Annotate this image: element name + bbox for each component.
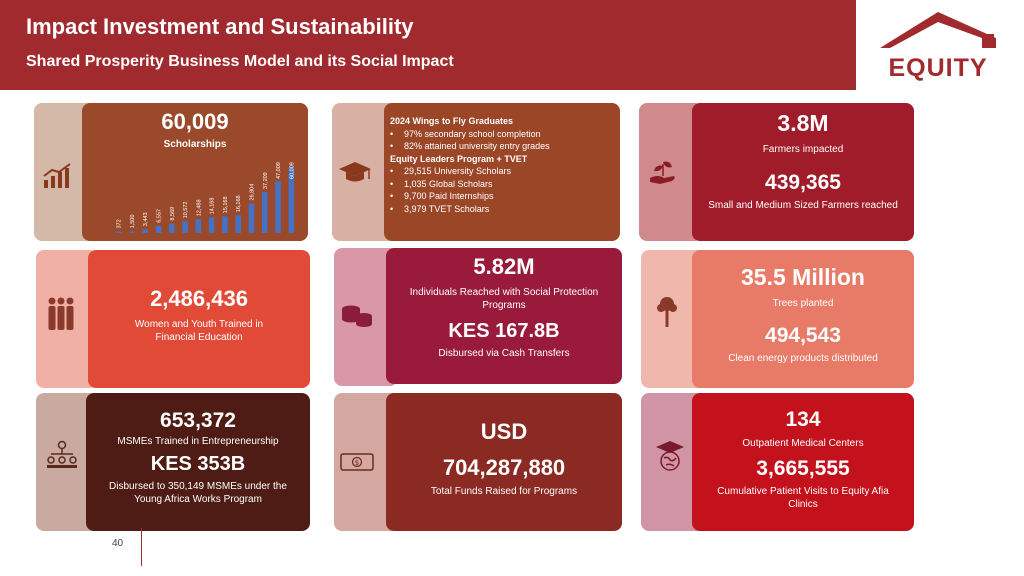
- network-people-icon: [46, 440, 78, 475]
- scholarship-bar-label: 15,168: [223, 196, 229, 213]
- scholarship-bar: [288, 167, 295, 233]
- scholarship-bar-label: 16,168: [236, 195, 242, 212]
- scholarships-label: Scholarships: [163, 139, 227, 150]
- clean-energy-value: 494,543: [765, 324, 841, 347]
- patient-visits-label: Cumulative Patient Visits to Equity Afia…: [717, 486, 889, 510]
- cash-transfer-value: KES 167.8B: [448, 320, 560, 342]
- wings-heading: 2024 Wings to Fly Graduates: [390, 116, 513, 126]
- graduation-cap-icon: [338, 160, 372, 189]
- list-item: 1,035 Global Scholars: [390, 178, 620, 191]
- sme-farmers-value: 439,365: [765, 171, 841, 194]
- trees-value: 35.5 Million: [741, 264, 865, 290]
- equity-logo: EQUITY: [872, 8, 1004, 84]
- msme-disbursed-value: KES 353B: [150, 453, 246, 475]
- scholarships-bar-chart: 372 1,500 3,443 6,557 8,569 10,572 12,488 14,16…: [115, 162, 295, 233]
- tree-icon: [656, 296, 678, 333]
- farmers-value: 3.8M: [777, 110, 829, 136]
- scholarship-bar-label: 14,168: [210, 198, 216, 215]
- clean-energy-label: Clean energy products distributed: [728, 353, 878, 364]
- house-roof-icon: [880, 12, 996, 48]
- scholarship-bar: [195, 219, 202, 233]
- people-group-icon: [46, 296, 76, 337]
- scholarship-bar-label: 372: [117, 219, 123, 228]
- scholarships-value: 60,009: [161, 109, 229, 134]
- scholarship-bar: [115, 231, 122, 233]
- scholarship-bar: [155, 225, 162, 233]
- list-item: 3,979 TVET Scholars: [390, 203, 620, 216]
- msme-trained-value: 653,372: [160, 409, 236, 432]
- funds-label: Total Funds Raised for Programs: [430, 486, 578, 497]
- globe-graduation-icon: [654, 440, 686, 477]
- farmers-label: Farmers impacted: [762, 144, 844, 155]
- page-subtitle: Shared Prosperity Business Model and its…: [26, 53, 454, 70]
- scholarship-bar: [208, 217, 215, 233]
- scholarship-bar: [275, 181, 281, 233]
- medical-centers-label: Outpatient Medical Centers: [742, 438, 864, 449]
- page-divider: [141, 528, 142, 566]
- social-label: Individuals Reached with Social Protecti…: [409, 287, 599, 311]
- trees-label: Trees planted: [772, 298, 834, 309]
- women-label: Women and Youth Trained in Financial Edu…: [134, 319, 264, 343]
- svg-text:$: $: [355, 459, 359, 467]
- social-value: 5.82M: [473, 254, 535, 279]
- coins-stack-icon: [340, 303, 374, 334]
- page-title: Impact Investment and Sustainability: [26, 14, 414, 39]
- funds-currency: USD: [480, 419, 528, 444]
- sme-farmers-label: Small and Medium Sized Farmers reached: [708, 200, 898, 211]
- list-item: 82% attained university entry grades: [390, 140, 620, 153]
- list-item: 9,700 Paid Internships: [390, 190, 620, 203]
- scholarship-bar: [129, 231, 135, 233]
- header-banner: Impact Investment and Sustainability Sha…: [0, 0, 856, 90]
- plant-hand-icon: [648, 158, 678, 191]
- scholarship-bar: [142, 229, 149, 233]
- women-value: 2,486,436: [150, 286, 248, 311]
- page-number: 40: [112, 538, 124, 549]
- scholarship-bar: [235, 215, 242, 233]
- msme-disbursed-label: Disbursed to 350,149 MSMEs under the You…: [109, 481, 287, 505]
- scholarship-bar-label: 37,209: [263, 172, 269, 189]
- scholarship-bar: [248, 203, 255, 233]
- funds-value: 704,287,880: [442, 455, 566, 480]
- growth-chart-icon: [42, 162, 74, 195]
- scholarship-bar-label: 6,557: [157, 209, 163, 223]
- scholarship-bar: [168, 223, 175, 233]
- scholarship-bar: [222, 216, 228, 233]
- scholarship-bar-label: 1,500: [130, 215, 136, 229]
- logo-text: EQUITY: [888, 54, 988, 82]
- list-item: 97% secondary school completion: [390, 128, 620, 141]
- scholarship-bar-label: 3,443: [143, 212, 149, 226]
- medical-centers-value: 134: [785, 408, 821, 431]
- scholarship-bar-label: 8,569: [170, 207, 176, 221]
- patient-visits-value: 3,665,555: [756, 457, 850, 480]
- scholarship-bar-label: 10,572: [183, 202, 189, 219]
- scholarship-bar: [182, 221, 188, 233]
- scholarship-bar-label: 12,488: [196, 199, 202, 216]
- list-item: 29,515 University Scholars: [390, 165, 620, 178]
- cash-transfer-label: Disbursed via Cash Transfers: [438, 348, 570, 359]
- scholarship-bar-label: 26,804: [250, 184, 256, 201]
- scholarship-bar-label: 60,009: [289, 162, 295, 179]
- scholarship-bar: [261, 192, 268, 233]
- scholarship-bar-label: 47,009: [276, 162, 282, 179]
- banknote-icon: $: [340, 452, 374, 477]
- msme-trained-label: MSMEs Trained in Entrepreneurship: [117, 436, 279, 447]
- leaders-heading: Equity Leaders Program + TVET: [390, 153, 528, 164]
